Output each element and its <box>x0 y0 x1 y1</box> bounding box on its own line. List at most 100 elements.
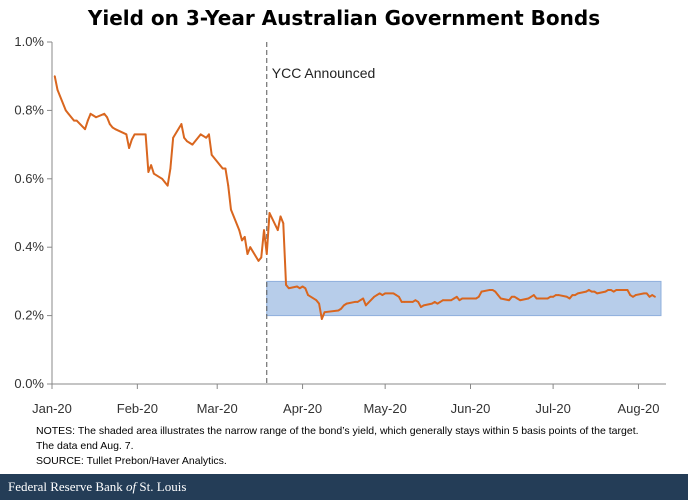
ycc-announced-label: YCC Announced <box>272 65 376 81</box>
data-point <box>186 140 188 143</box>
data-point <box>455 295 458 298</box>
x-tick-label: Mar-20 <box>197 401 238 416</box>
data-point <box>342 304 345 307</box>
y-tick-label: 1.0% <box>14 34 44 49</box>
x-tick-label: Jul-20 <box>535 401 570 416</box>
data-point <box>590 290 593 293</box>
data-point <box>307 294 309 296</box>
data-point <box>634 294 637 296</box>
data-point <box>439 301 442 303</box>
y-axis-ticks: 0.0% 0.2% 0.4% 0.6% 0.8% 1.0% <box>14 34 52 391</box>
data-point <box>648 295 651 298</box>
data-point <box>199 133 202 136</box>
x-tick-label: Feb-20 <box>117 401 158 416</box>
data-point <box>593 290 596 293</box>
chart-title: Yield on 3-Year Australian Government Bo… <box>87 6 601 30</box>
data-point <box>219 164 221 167</box>
x-tick-label: Jun-20 <box>451 401 491 416</box>
data-point <box>133 133 136 136</box>
data-point <box>538 297 541 300</box>
data-point <box>568 297 571 300</box>
data-point <box>70 116 73 119</box>
data-point <box>210 153 213 156</box>
data-point <box>356 301 359 303</box>
data-point <box>453 297 455 300</box>
data-point <box>469 297 472 300</box>
data-point <box>340 307 342 310</box>
data-point <box>304 287 307 290</box>
data-point <box>604 290 607 293</box>
data-point <box>574 294 577 296</box>
data-point <box>180 123 183 125</box>
data-point <box>224 167 227 170</box>
yield-series <box>53 75 656 321</box>
data-point <box>373 295 376 298</box>
data-point <box>477 295 480 298</box>
y-tick-label: 0.0% <box>14 376 44 391</box>
data-point <box>436 302 439 305</box>
data-point <box>519 299 521 302</box>
data-point <box>111 126 114 129</box>
source-line: SOURCE: Tullet Prebon/Haver Analytics. <box>36 455 227 467</box>
data-point <box>323 311 326 314</box>
data-point <box>106 116 108 119</box>
footer-brand: Federal Reserve Bank of St. Louis <box>0 479 186 494</box>
data-point <box>552 295 555 298</box>
data-point <box>450 299 453 302</box>
data-point <box>95 116 97 119</box>
y-tick-label: 0.4% <box>14 239 44 254</box>
data-point <box>161 177 164 180</box>
x-tick-label: Apr-20 <box>283 401 322 416</box>
line-chart: 0.0% 0.2% 0.4% 0.6% 0.8% 1.0% Jan-20 Feb-20 Mar… <box>14 34 666 416</box>
data-point <box>414 299 417 302</box>
data-point <box>497 294 499 296</box>
data-point <box>381 294 384 296</box>
data-point <box>86 119 89 122</box>
data-point <box>202 135 205 137</box>
data-point <box>494 290 497 293</box>
data-point <box>227 184 230 187</box>
data-point <box>282 222 285 225</box>
data-point <box>147 171 150 173</box>
data-point <box>458 299 461 302</box>
data-point <box>205 136 208 139</box>
data-point <box>546 297 549 300</box>
data-point <box>510 295 513 298</box>
data-point <box>400 301 403 303</box>
y-tick-label: 0.8% <box>14 102 44 117</box>
data-point <box>241 239 243 242</box>
data-point <box>535 297 538 300</box>
footer-brand-part3: St. Louis <box>136 479 187 494</box>
data-point <box>103 112 106 115</box>
x-axis-ticks: Jan-20 Feb-20 Mar-20 Apr-20 May-20 Jun-20 Jul-… <box>32 384 659 416</box>
data-point <box>169 167 172 170</box>
data-point <box>480 290 483 293</box>
data-point <box>73 119 75 122</box>
data-point <box>596 292 599 295</box>
data-point <box>172 136 175 139</box>
data-point <box>183 136 186 139</box>
data-point <box>166 184 169 187</box>
data-point <box>249 246 252 249</box>
data-point <box>141 133 144 136</box>
data-point <box>488 289 491 291</box>
data-point <box>128 147 130 149</box>
x-tick-label: May-20 <box>363 401 406 416</box>
data-point <box>337 309 340 312</box>
data-point <box>114 128 117 131</box>
data-point <box>643 292 645 295</box>
data-point <box>92 114 95 117</box>
data-point <box>257 259 260 262</box>
data-point <box>530 295 532 298</box>
data-point <box>238 229 241 232</box>
data-point <box>152 172 155 175</box>
data-point <box>516 297 519 300</box>
data-point <box>64 109 67 112</box>
data-point <box>144 133 147 136</box>
data-point <box>296 285 298 288</box>
footer-brand-part2: of <box>126 479 137 494</box>
data-point <box>384 292 387 295</box>
data-point <box>422 304 425 307</box>
data-point <box>585 290 588 293</box>
data-point <box>84 128 86 131</box>
